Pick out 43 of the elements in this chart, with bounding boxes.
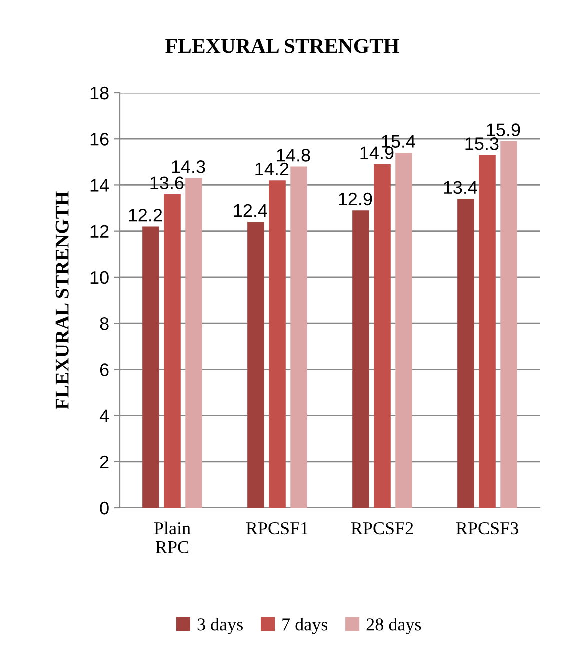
y-tick-label: 14 [90, 179, 110, 192]
x-tick-label: Plain RPC [154, 522, 191, 554]
data-label: 12.9 [339, 192, 372, 206]
y-tick-label: 18 [90, 86, 109, 100]
data-label: 14.8 [277, 149, 310, 162]
data-label: 15.9 [487, 124, 520, 136]
y-tick-label: 16 [90, 133, 109, 146]
data-label: 13.6 [150, 176, 184, 190]
y-tick-label: 2 [100, 456, 109, 468]
data-label: 15.4 [382, 135, 416, 148]
y-tick-label: 6 [100, 364, 109, 376]
bar [396, 152, 412, 508]
bar [186, 178, 202, 508]
y-tick-label: 4 [100, 410, 110, 422]
y-tick-label: 10 [90, 271, 109, 284]
bar [290, 166, 308, 508]
bar [164, 194, 181, 508]
x-tick-label: RPCSF1 [246, 522, 308, 535]
bar [269, 180, 286, 508]
bar [500, 141, 518, 508]
data-label: 14.9 [360, 146, 394, 160]
y-tick-label: 0 [100, 502, 109, 515]
legend-label: 7 days [282, 618, 328, 634]
data-label: 14.2 [256, 162, 289, 176]
bar [479, 155, 496, 508]
data-label: 12.2 [129, 208, 162, 222]
data-label: 12.4 [234, 204, 268, 217]
bar [248, 222, 264, 508]
bar [458, 199, 474, 508]
legend-label: 28 days [366, 618, 422, 634]
data-label: 15.3 [466, 138, 499, 150]
bar [142, 226, 160, 508]
data-label: 13.4 [444, 181, 478, 194]
y-axis-title: FLEXURAL STRENGTH [56, 191, 69, 410]
bar [374, 164, 391, 508]
y-tick-label: 12 [90, 225, 109, 238]
x-tick-label: RPCSF2 [351, 522, 414, 535]
bar [352, 210, 370, 508]
x-tick-label: RPCSF3 [456, 522, 518, 535]
legend-label: 3 days [198, 618, 243, 634]
y-tick-label: 8 [100, 317, 109, 330]
data-label: 14.3 [172, 160, 206, 174]
chart-title: FLEXURAL STRENGTH [166, 39, 400, 54]
